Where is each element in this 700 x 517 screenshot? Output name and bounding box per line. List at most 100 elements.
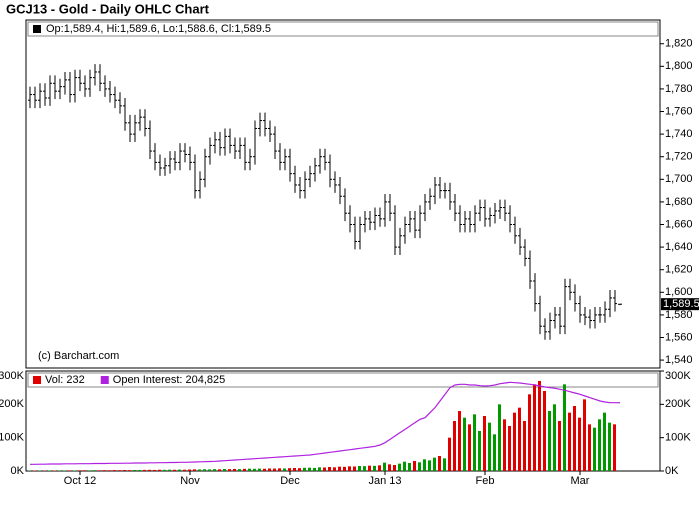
volume-bar [128, 470, 131, 471]
volume-bar [233, 469, 236, 471]
y-tick-label: 1,680 [665, 196, 693, 208]
volume-bar [268, 468, 271, 471]
volume-bar [93, 470, 96, 471]
y-tick-label: 1,540 [665, 354, 693, 366]
volume-bar [573, 406, 576, 471]
price-legend: Op:1,589.4, Hi:1,589.6, Lo:1,588.6, Cl:1… [46, 23, 271, 35]
volume-bar [138, 470, 141, 471]
volume-bar [353, 467, 356, 472]
x-tick-label: Dec [280, 475, 300, 487]
y-tick-label-left: 200K [0, 398, 25, 410]
volume-bar [443, 458, 446, 471]
y-tick-label: 1,800 [665, 60, 693, 72]
volume-bar [463, 418, 466, 471]
volume-bar [343, 467, 346, 471]
volume-bar [193, 469, 196, 471]
volume-bar [538, 381, 541, 471]
volume-bar [513, 413, 516, 471]
volume-bar [228, 469, 231, 471]
volume-bar [248, 469, 251, 471]
volume-bar [308, 468, 311, 471]
volume-bar [528, 394, 531, 471]
y-tick-label: 1,640 [665, 241, 693, 253]
volume-bar [508, 426, 511, 471]
y-tick-label: 0K [665, 465, 679, 477]
x-tick-label: Nov [180, 475, 200, 487]
y-tick-label: 1,820 [665, 38, 693, 50]
legend-label: Vol: 232 [45, 374, 85, 386]
volume-bar [543, 391, 546, 471]
y-tick-label: 1,760 [665, 105, 693, 117]
x-tick-label: Feb [476, 475, 495, 487]
y-tick-label: 200K [665, 398, 691, 410]
volume-bar [243, 469, 246, 471]
volume-bar [203, 469, 206, 471]
volume-bar [383, 463, 386, 471]
y-tick-label: 1,560 [665, 331, 693, 343]
credit: (c) Barchart.com [38, 350, 119, 362]
volume-bar [373, 466, 376, 471]
volume-bar [188, 470, 191, 472]
volume-bar [218, 469, 221, 471]
volume-bar [578, 418, 581, 471]
volume-bar [493, 434, 496, 471]
volume-bar [608, 423, 611, 471]
volume-bar [558, 421, 561, 471]
volume-bar [428, 460, 431, 471]
legend-swatch [101, 376, 109, 384]
volume-bar [283, 468, 286, 471]
volume-bar [423, 459, 426, 471]
volume-bar [563, 384, 566, 471]
volume-bar [568, 413, 571, 471]
volume-bar [78, 470, 81, 471]
open-interest-line [30, 382, 620, 464]
volume-bar [158, 470, 161, 471]
y-tick-label: 1,660 [665, 218, 693, 230]
volume-bar [413, 461, 416, 471]
volume-bar [143, 470, 146, 471]
volume-bar [278, 468, 281, 471]
volume-bar [498, 404, 501, 471]
y-tick-label: 1,620 [665, 264, 693, 276]
volume-bar [358, 466, 361, 471]
y-tick-label-left: 0K [11, 465, 25, 477]
volume-bar [178, 470, 181, 471]
volume-bar [483, 416, 486, 471]
volume-bar [393, 465, 396, 471]
volume-bar [133, 470, 136, 471]
volume-bar [53, 471, 56, 472]
volume-bar [333, 467, 336, 471]
volume-bar [473, 414, 476, 471]
volume-bar [98, 470, 101, 471]
volume-bar [48, 470, 51, 471]
volume-bar [288, 468, 291, 471]
volume-bar [118, 470, 121, 471]
volume-bar [523, 421, 526, 471]
volume-bar [58, 470, 61, 471]
volume-bar [598, 419, 601, 471]
volume-bar [33, 471, 36, 472]
volume-bar [223, 469, 226, 471]
volume-bar [518, 408, 521, 471]
y-tick-label: 1,580 [665, 309, 693, 321]
y-tick-label-left: 300K [0, 370, 25, 382]
volume-bar [403, 462, 406, 471]
volume-bar [148, 470, 151, 471]
y-tick-label: 1,600 [665, 286, 693, 298]
volume-bar [488, 423, 491, 471]
volume-bar [533, 384, 536, 471]
volume-bar [113, 470, 116, 471]
legend-swatch [33, 376, 41, 384]
volume-bar [478, 431, 481, 471]
volume-bar [418, 462, 421, 471]
volume-bar [68, 470, 71, 471]
volume-bar [583, 399, 586, 471]
volume-bar [433, 458, 436, 471]
volume-bar [238, 469, 241, 471]
chart-title: GCJ13 - Gold - Daily OHLC Chart [6, 1, 210, 16]
last-price: 1,589.5 [663, 298, 700, 310]
volume-bar [258, 469, 261, 471]
volume-bar [588, 424, 591, 471]
volume-bar [378, 465, 381, 471]
